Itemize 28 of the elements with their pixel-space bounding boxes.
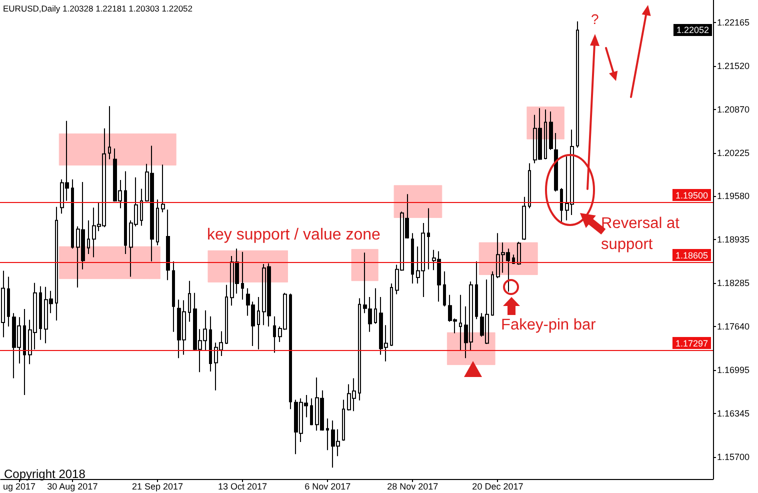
y-tick-label: 1.17640: [717, 322, 750, 332]
x-tick-label: 28 Nov 2017: [387, 482, 438, 492]
y-tick-label: 1.19580: [717, 191, 750, 202]
x-tick-label: 20 Dec 2017: [472, 482, 524, 492]
ref-line-label: 1.18605: [675, 250, 708, 260]
annotation: 1.22052: [676, 25, 709, 35]
chart-title: EURUSD,Daily 1.20328 1.22181 1.20303 1.22052: [3, 4, 193, 14]
y-tick-label: 1.22165: [717, 18, 750, 28]
annotation: Reversal at support: [601, 215, 684, 253]
x-tick-label: 21 Sep 2017: [132, 482, 184, 492]
y-tick-label: 1.21520: [717, 60, 750, 71]
ref-line-label: 1.19500: [675, 190, 708, 200]
y-tick-label: 1.20225: [717, 148, 750, 158]
x-tick-label: ug 2017: [2, 482, 36, 492]
y-tick-label: 1.16345: [717, 408, 750, 418]
y-tick-label: 1.18935: [717, 234, 750, 244]
y-tick-label: 1.18285: [717, 278, 750, 288]
y-tick-label: 1.16995: [717, 364, 750, 375]
annotation: Copyright 2018: [4, 467, 86, 481]
annotation: Fakey-pin bar: [501, 316, 596, 334]
y-tick-label: 1.20870: [717, 104, 750, 115]
x-tick-label: 30 Aug 2017: [47, 482, 98, 492]
y-tick-label: 1.15700: [717, 452, 750, 462]
annotation: key support / value zone: [207, 226, 381, 244]
x-tick-label: 13 Oct 2017: [218, 482, 268, 492]
ref-line-label: 1.17297: [675, 338, 708, 348]
annotation: ?: [591, 11, 599, 27]
x-tick-label: 6 Nov 2017: [304, 482, 351, 492]
